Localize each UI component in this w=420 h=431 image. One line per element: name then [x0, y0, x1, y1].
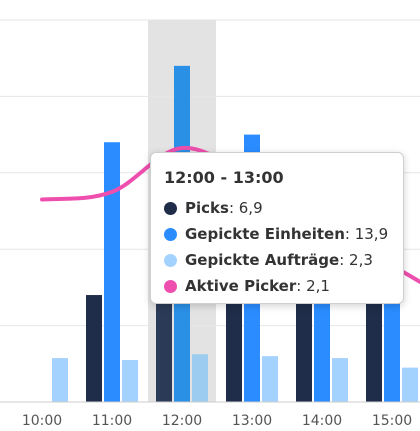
x-tick-label-1000: 10:00	[22, 413, 62, 429]
bar-picks-1400	[296, 300, 312, 402]
bar-gepickte-einheiten-1100	[104, 142, 120, 403]
tooltip-row-units: Gepickte Einheiten: 13,9	[164, 221, 403, 247]
tooltip-label-units: Gepickte Einheiten	[185, 225, 345, 243]
bar-picks-1300	[226, 298, 242, 402]
x-tick-label-1100: 11:00	[92, 413, 132, 429]
bar-gepickte-auftr-ge-1100	[122, 359, 138, 402]
tooltip-colon: :	[296, 277, 307, 295]
tooltip-value-pickers: 2,1	[306, 277, 330, 295]
bar-picks-1100	[86, 295, 102, 402]
bar-gepickte-einheiten-1500	[384, 287, 400, 402]
tooltip-colon: :	[228, 199, 239, 217]
bar-gepickte-auftr-ge-1200	[192, 354, 208, 402]
tooltip-title: 12:00 - 13:00	[164, 168, 284, 187]
tooltip-label-orders: Gepickte Aufträge	[185, 251, 340, 269]
pickers-legend-dot	[164, 279, 177, 293]
x-tick-label-1300: 13:00	[232, 413, 272, 429]
orders-legend-dot	[164, 253, 177, 267]
tooltip-colon: :	[344, 225, 355, 243]
tooltip-label-picks: Picks	[185, 199, 229, 217]
tooltip-row-picks: Picks: 6,9	[164, 195, 403, 221]
bar-picks-1500	[366, 300, 382, 402]
x-tick-label-1500: 15:00	[372, 413, 412, 429]
bar-gepickte-auftr-ge-1400	[332, 358, 348, 402]
tooltip: 12:00 - 13:00 Picks: 6,9 Gepickte Einhei…	[150, 152, 404, 304]
tooltip-value-orders: 2,3	[349, 251, 373, 269]
x-tick-label-1200: 12:00	[162, 413, 202, 429]
tooltip-row-pickers: Aktive Picker: 2,1	[164, 273, 403, 299]
x-tick-label-1400: 14:00	[302, 413, 342, 429]
tooltip-value-picks: 6,9	[238, 199, 263, 217]
tooltip-label-pickers: Aktive Picker	[185, 277, 297, 295]
tooltip-row-orders: Gepickte Aufträge: 2,3	[164, 247, 403, 273]
picks-legend-dot	[164, 201, 177, 215]
bar-gepickte-auftr-ge-1300	[262, 356, 278, 402]
bar-gepickte-auftr-ge-1500	[402, 367, 418, 402]
tooltip-colon: :	[339, 251, 350, 269]
units-legend-dot	[164, 227, 177, 241]
tooltip-value-units: 13,9	[354, 225, 389, 243]
bar-gepickte-auftr-ge-1000	[52, 358, 68, 402]
